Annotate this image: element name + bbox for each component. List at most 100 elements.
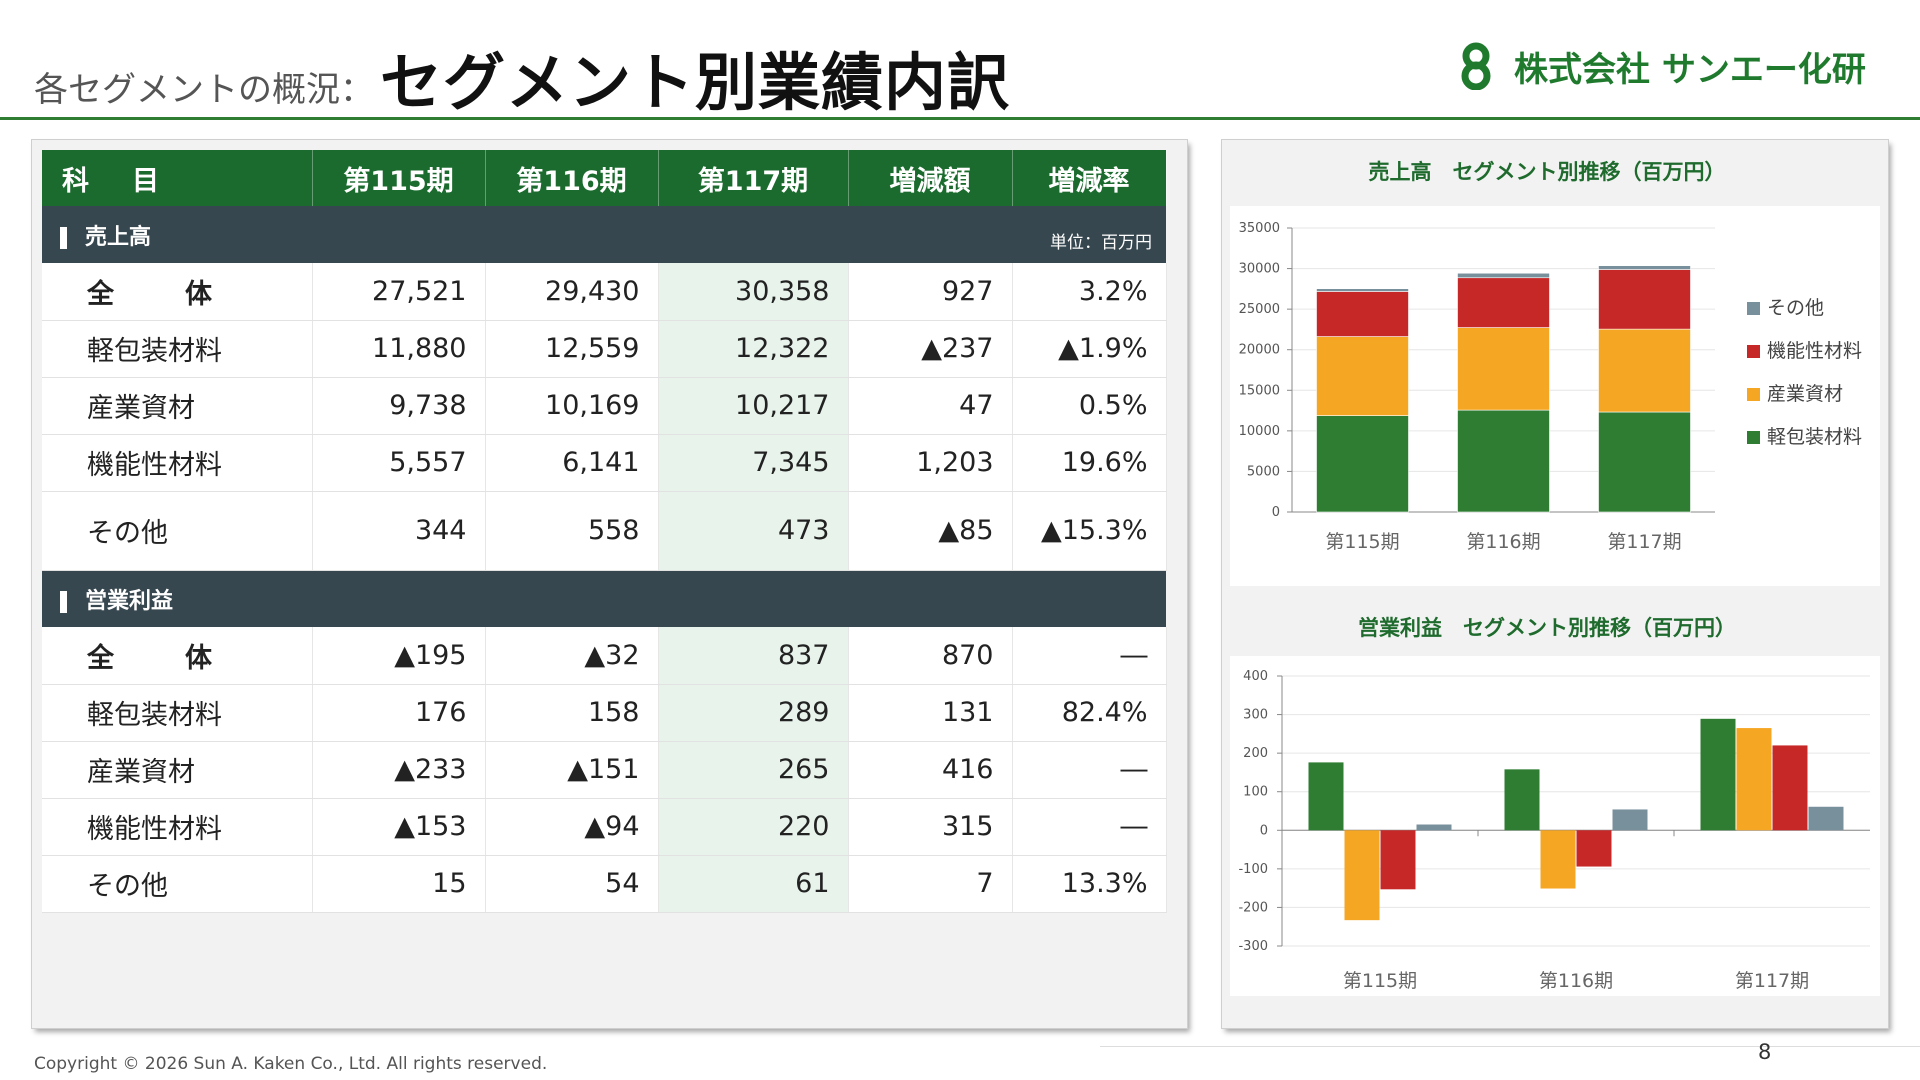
y-tick-label: 200 [1243,746,1268,761]
y-tick-label: 0 [1260,823,1268,838]
segment-table: 科 目 第115期 第116期 第117期 増減額 増減率 売上高 単位：百万円全… [42,150,1167,913]
header-divider [0,117,1920,120]
col-header-117: 第117期 [658,150,849,206]
cell-v117: 12,322 [658,320,849,378]
bar-その他 [1598,265,1691,270]
y-tick-label: 20000 [1239,343,1280,358]
bar-機能性材料 [1576,830,1612,867]
cell-v115: 11,880 [312,320,486,378]
bar-その他 [1612,809,1648,831]
bar-その他 [1808,806,1844,831]
copyright: Copyright © 2026 Sun A. Kaken Co., Ltd. … [34,1054,548,1074]
table-header-row: 科 目 第115期 第116期 第117期 増減額 増減率 [42,150,1167,206]
cell-diff: 927 [848,263,1013,321]
y-tick-label: -100 [1238,862,1268,877]
bar-産業資材 [1598,328,1691,413]
bar-産業資材 [1540,830,1576,889]
bar-軽包装材料 [1700,718,1736,831]
bar-産業資材 [1316,336,1409,416]
cell-rate: 0.5% [1012,377,1167,435]
cell-diff: 1,203 [848,434,1013,492]
y-tick-label: -200 [1238,900,1268,915]
cell-v116: 158 [485,684,659,742]
x-tick-label: 第117期 [1735,970,1809,992]
bar-機能性材料 [1316,291,1409,337]
table-row: 軽包装材料 176 158 289 131 82.4% [42,684,1167,742]
cell-rate: ― [1012,741,1167,799]
cell-label: 産業資材 [42,377,313,435]
page-title: セグメント別業績内訳 [380,46,1011,119]
col-header-diff: 増減額 [848,150,1013,206]
cell-v116: 10,169 [485,377,659,435]
section-title: 売上高 [85,224,152,250]
cell-v115: ▲195 [312,627,486,685]
company-name: 株式会社 サンエー化研 [1514,49,1866,90]
legend-swatch [1747,302,1760,315]
bar-機能性材料 [1457,277,1550,328]
cell-diff: ▲237 [848,320,1013,378]
cell-rate: 13.3% [1012,855,1167,913]
bar-産業資材 [1736,728,1772,831]
x-tick-label: 第116期 [1539,970,1613,992]
table-row: その他 15 54 61 7 13.3% [42,855,1167,913]
cell-v117: 289 [658,684,849,742]
y-tick-label: 35000 [1239,221,1280,236]
y-tick-label: 10000 [1239,424,1280,439]
chart-panel: 売上高 セグメント別推移（百万円） 0 5000 10000 15000 20000 25… [1222,140,1888,1028]
cell-v117: 473 [658,491,849,571]
y-tick-label: -300 [1238,939,1268,954]
bar-産業資材 [1457,327,1550,411]
x-tick-label: 第117期 [1607,531,1681,553]
cell-v116: 558 [485,491,659,571]
cell-rate: ▲1.9% [1012,320,1167,378]
table-row: 全 体 ▲195 ▲32 837 870 ― [42,627,1167,685]
footer-divider [1100,1046,1920,1047]
section-marker [60,590,67,613]
cell-v116: ▲94 [485,798,659,856]
cell-v116: 29,430 [485,263,659,321]
bar-軽包装材料 [1457,409,1550,513]
section-row: 営業利益 [42,570,1166,627]
y-tick-label: 400 [1243,669,1268,684]
cell-v117: 30,358 [658,263,849,321]
cell-rate: 3.2% [1012,263,1167,321]
cell-diff: 416 [848,741,1013,799]
sales-stacked-chart: 0 5000 10000 15000 20000 25000 30000 35000 第115期… [1239,221,1862,553]
bar-機能性材料 [1772,745,1808,831]
company-logo: 株式会社 サンエー化研 [1452,40,1866,92]
legend-label: その他 [1767,297,1824,319]
y-tick-label: 15000 [1239,383,1280,398]
cell-v117: 837 [658,627,849,685]
cell-v116: ▲32 [485,627,659,685]
section-title-cell: 売上高 単位：百万円 [42,206,1166,263]
bar-産業資材 [1344,830,1380,921]
bar-機能性材料 [1598,269,1691,330]
cell-v116: 54 [485,855,659,913]
cell-v116: 12,559 [485,320,659,378]
cell-label: その他 [42,855,313,913]
cell-v115: 15 [312,855,486,913]
y-tick-label: 100 [1243,785,1268,800]
bar-その他 [1416,824,1452,831]
cell-v117: 10,217 [658,377,849,435]
cell-v117: 7,345 [658,434,849,492]
unit-label: 単位：百万円 [1050,233,1152,253]
cell-v115: 176 [312,684,486,742]
legend-label: 産業資材 [1767,383,1843,405]
col-header-item: 科 目 [42,150,313,206]
cell-label: 機能性材料 [42,798,313,856]
section-marker [60,226,67,249]
cell-v117: 220 [658,798,849,856]
cell-v116: ▲151 [485,741,659,799]
bar-軽包装材料 [1316,415,1409,513]
cell-v115: ▲153 [312,798,486,856]
cell-label: 軽包装材料 [42,320,313,378]
cell-v115: ▲233 [312,741,486,799]
x-tick-label: 第115期 [1325,531,1399,553]
table-row: 機能性材料 5,557 6,141 7,345 1,203 19.6% [42,434,1167,492]
col-header-116: 第116期 [485,150,659,206]
cell-rate: ▲15.3% [1012,491,1167,571]
section-title-cell: 営業利益 [42,570,1166,627]
legend-label: 機能性材料 [1767,340,1862,362]
cell-v117: 61 [658,855,849,913]
